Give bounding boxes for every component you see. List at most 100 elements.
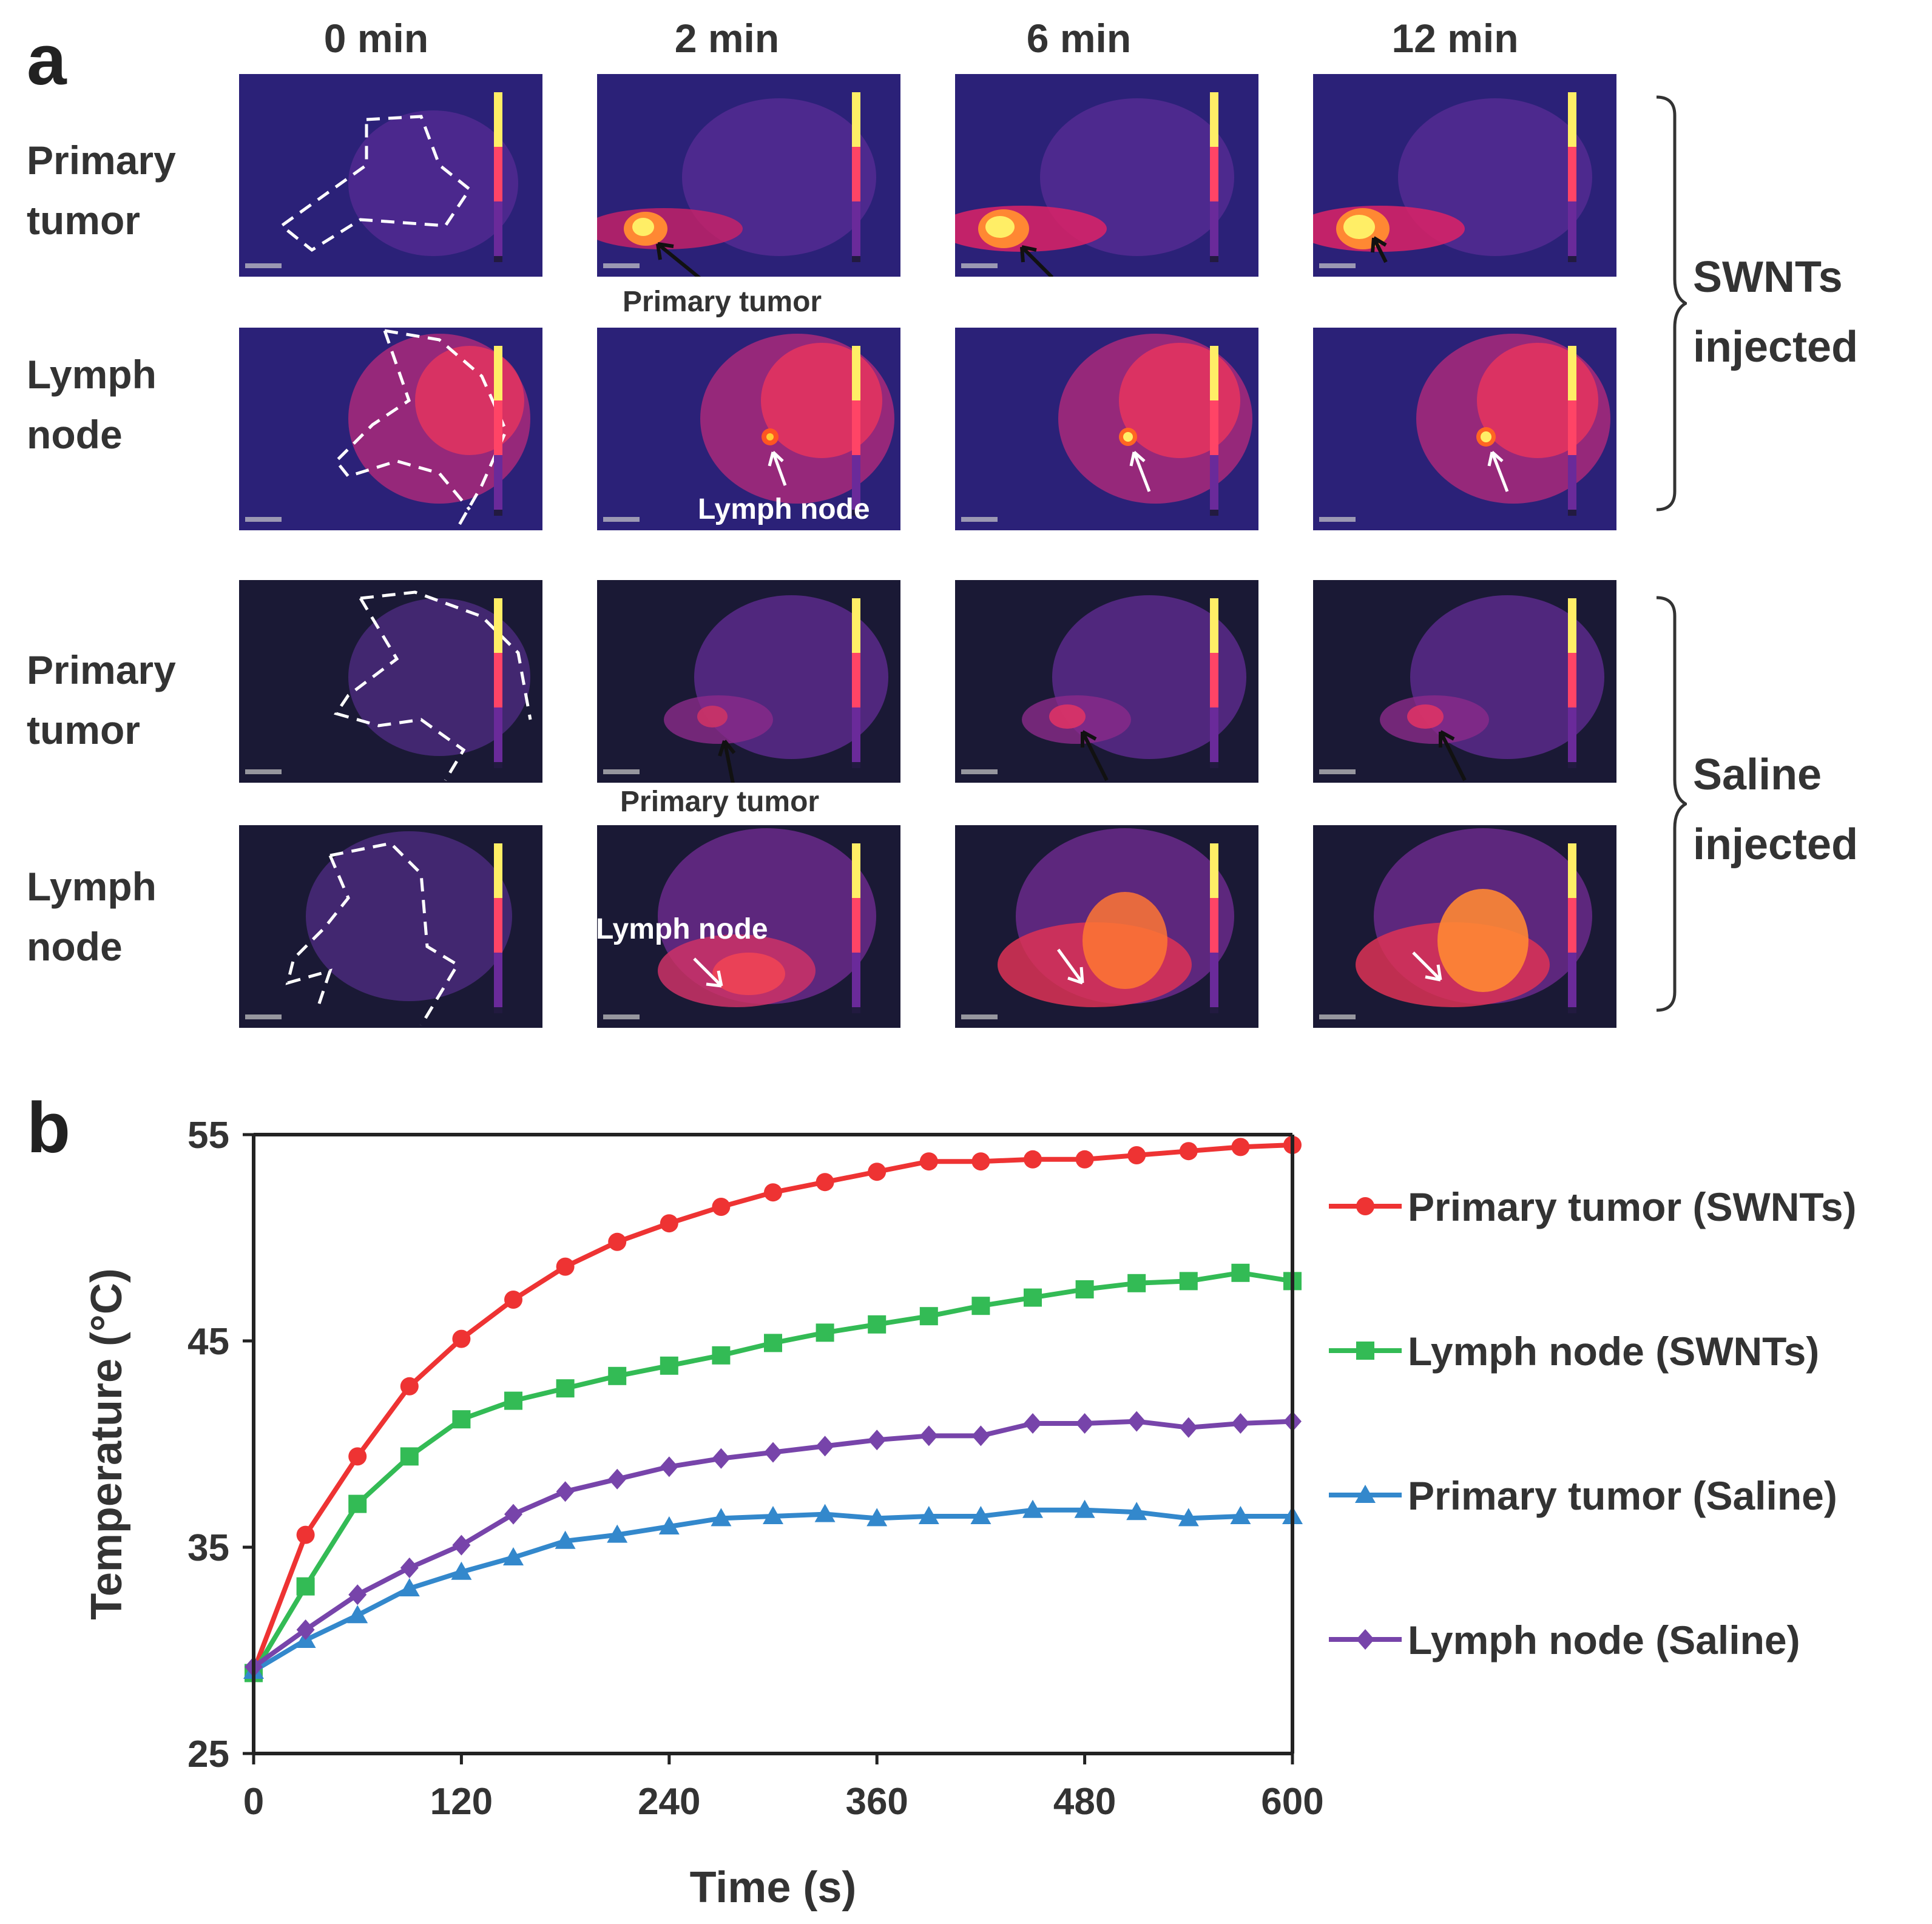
x-tick-label: 240 xyxy=(638,1781,700,1823)
row-label-swnt-primary-tumor: Primary tumor xyxy=(27,138,176,243)
y-axis-title: Temperature (°C) xyxy=(83,1268,131,1620)
data-point xyxy=(971,1297,990,1315)
data-point xyxy=(607,1524,628,1543)
data-point xyxy=(1024,1413,1042,1434)
series-primary-tumor-swnts xyxy=(245,1136,1302,1680)
series-primary-tumor-saline xyxy=(243,1499,1303,1679)
brace-saline-injected xyxy=(1656,596,1687,1012)
data-point xyxy=(347,1605,368,1624)
thermal-image-swnt-tumor-12min xyxy=(1313,74,1616,277)
data-point xyxy=(1231,1138,1250,1156)
data-point xyxy=(1022,1499,1043,1518)
thermal-image-saline-lymph-12min xyxy=(1313,825,1616,1028)
data-point xyxy=(816,1173,834,1192)
thermal-image-saline-lymph-2min xyxy=(597,825,900,1028)
data-point xyxy=(503,1547,524,1565)
data-point xyxy=(868,1315,887,1334)
data-point xyxy=(918,1506,939,1524)
data-point xyxy=(712,1448,731,1469)
callout-saline-lymph-node: Lymph node xyxy=(596,913,768,945)
data-point xyxy=(556,1379,575,1398)
data-point xyxy=(348,1584,367,1605)
thermal-image-saline-tumor-0min xyxy=(239,580,542,783)
data-point xyxy=(1075,1150,1094,1169)
callout-saline-primary-tumor: Primary tumor xyxy=(620,786,820,818)
data-point xyxy=(868,1429,887,1451)
data-point xyxy=(1179,1417,1198,1438)
data-point xyxy=(608,1468,627,1490)
row-label-saline-primary-tumor: Primary tumor xyxy=(27,647,176,752)
data-point xyxy=(763,1506,783,1524)
thermal-image-saline-lymph-0min xyxy=(239,825,542,1028)
data-point xyxy=(868,1163,887,1181)
legend-marker xyxy=(1356,1629,1374,1650)
legend-marker xyxy=(1356,1197,1374,1215)
data-point xyxy=(452,1329,471,1348)
data-point xyxy=(658,1516,680,1534)
x-tick-label: 0 xyxy=(243,1781,264,1823)
data-point xyxy=(451,1561,472,1580)
data-point xyxy=(970,1506,991,1524)
callout-swnt-lymph-node: Lymph node xyxy=(698,493,870,525)
legend-label: Primary tumor (Saline) xyxy=(1408,1473,1837,1518)
data-point xyxy=(400,1377,419,1396)
panel-b-letter: b xyxy=(27,1088,71,1168)
thermal-image-swnt-lymph-0min xyxy=(239,328,542,530)
legend-marker xyxy=(1355,1485,1376,1503)
data-point xyxy=(971,1152,990,1171)
y-tick-label: 45 xyxy=(187,1321,229,1363)
thermal-image-saline-tumor-6min xyxy=(955,580,1258,783)
data-point xyxy=(1024,1150,1042,1169)
column-header-12min: 12 min xyxy=(1391,16,1519,61)
x-tick-label: 120 xyxy=(430,1781,493,1823)
data-point xyxy=(608,1232,627,1251)
column-header-2min: 2 min xyxy=(674,16,780,61)
data-point xyxy=(764,1334,782,1352)
brace-swnts-injected xyxy=(1656,95,1687,511)
data-point xyxy=(764,1183,782,1202)
x-tick-label: 480 xyxy=(1053,1781,1116,1823)
data-point xyxy=(1179,1272,1198,1291)
data-point xyxy=(660,1456,678,1477)
data-point xyxy=(919,1425,938,1446)
data-point xyxy=(348,1494,367,1513)
data-point xyxy=(504,1391,522,1410)
y-tick-label: 35 xyxy=(187,1527,229,1569)
data-point xyxy=(556,1257,575,1276)
data-point xyxy=(504,1504,522,1525)
data-point xyxy=(1127,1274,1146,1292)
data-point xyxy=(556,1481,575,1502)
data-point xyxy=(452,1534,471,1556)
data-point xyxy=(1127,1411,1146,1432)
data-point xyxy=(764,1442,782,1463)
data-point xyxy=(866,1508,888,1527)
data-point xyxy=(1075,1280,1094,1298)
legend-label: Primary tumor (SWNTs) xyxy=(1408,1184,1857,1229)
data-point xyxy=(711,1508,732,1527)
data-point xyxy=(296,1525,315,1544)
data-point xyxy=(296,1619,315,1640)
data-point xyxy=(660,1356,678,1375)
thermal-image-saline-tumor-2min xyxy=(597,580,900,783)
series-lymph-node-swnts xyxy=(245,1263,1302,1683)
column-header-0min: 0 min xyxy=(323,16,429,61)
y-tick-label: 55 xyxy=(187,1115,229,1156)
data-point xyxy=(1074,1499,1095,1518)
data-point xyxy=(1075,1413,1094,1434)
legend-marker xyxy=(1356,1342,1374,1360)
thermal-image-saline-tumor-12min xyxy=(1313,580,1616,783)
group-label-saline-injected: Saline injected xyxy=(1693,751,1859,869)
x-tick-label: 360 xyxy=(845,1781,908,1823)
data-point xyxy=(296,1577,315,1596)
x-tick-label: 600 xyxy=(1261,1781,1323,1823)
data-point xyxy=(816,1323,834,1342)
data-point xyxy=(814,1504,836,1522)
y-tick-label: 25 xyxy=(187,1733,229,1775)
data-point xyxy=(919,1307,938,1326)
data-point xyxy=(400,1447,419,1466)
data-point xyxy=(1179,1142,1198,1161)
legend-label: Lymph node (SWNTs) xyxy=(1408,1329,1819,1374)
data-point xyxy=(555,1530,576,1549)
data-point xyxy=(919,1152,938,1171)
panel-a-letter: a xyxy=(27,20,67,100)
